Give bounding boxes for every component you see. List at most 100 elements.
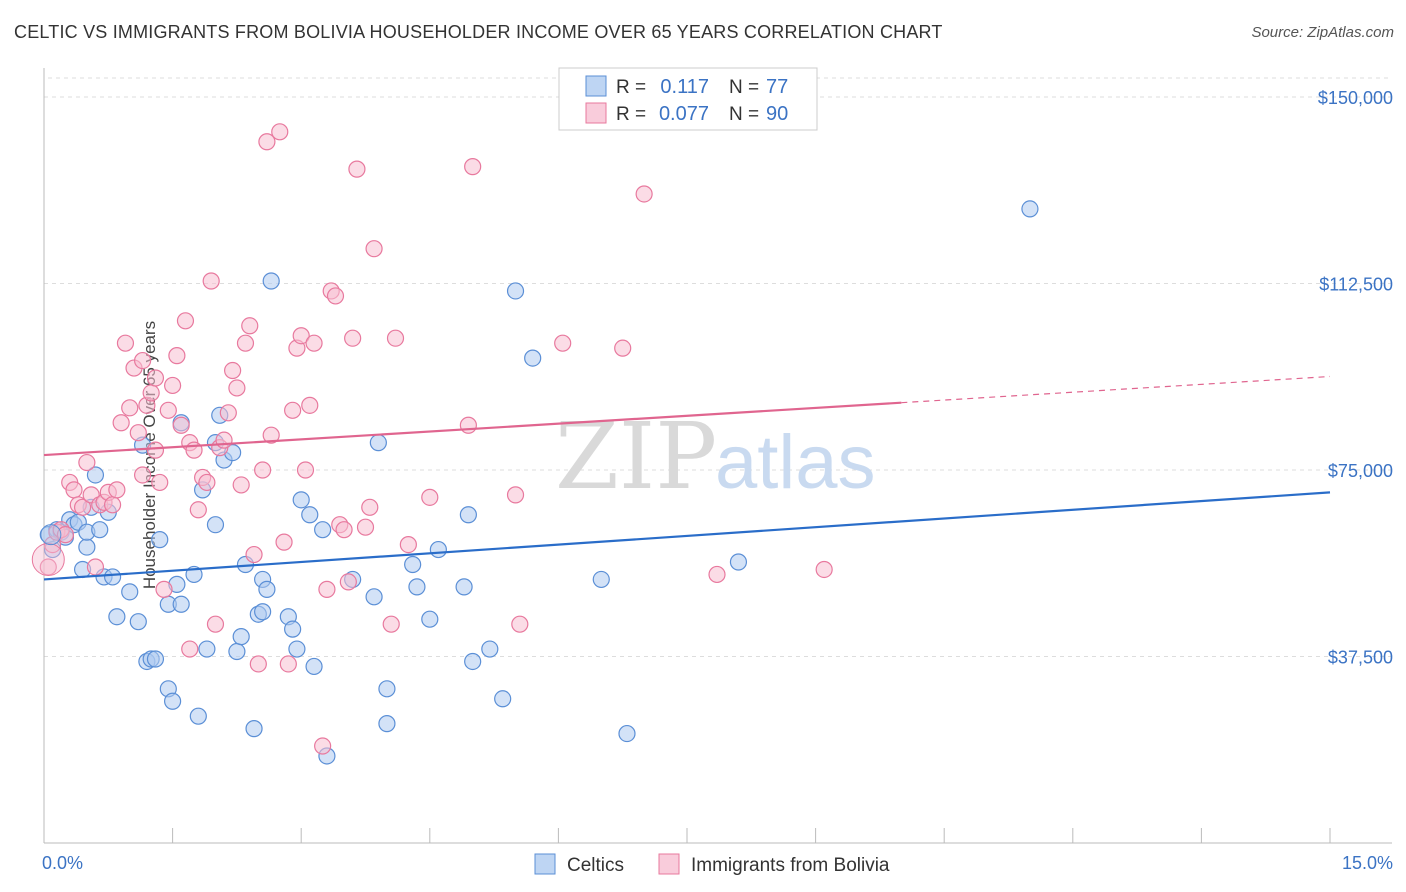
point-bolivia-77 <box>382 615 400 633</box>
point-bolivia-48 <box>232 476 250 494</box>
point-celtics-9 <box>78 538 96 556</box>
point-bolivia-35 <box>181 640 199 658</box>
point-celtics-47 <box>258 580 276 598</box>
legend-top-n-label-0: N = <box>729 77 759 98</box>
trend-lines <box>43 375 1331 581</box>
point-bolivia-17 <box>112 414 130 432</box>
point-bolivia-87 <box>635 185 653 203</box>
point-bolivia-6 <box>65 481 83 499</box>
point-bolivia-30 <box>159 401 177 419</box>
point-celtics-40 <box>228 642 246 661</box>
point-bolivia-27 <box>146 441 165 459</box>
x-tick-label-end: 15.0% <box>1342 853 1393 873</box>
chart-source: Source: ZipAtlas.com <box>1251 24 1394 41</box>
point-celtics-60 <box>378 680 396 698</box>
point-bolivia-16 <box>108 481 126 499</box>
point-bolivia-29 <box>155 580 173 598</box>
point-bolivia-88 <box>708 565 726 584</box>
point-bolivia-61 <box>292 327 310 345</box>
legend-top: R = 0.117 N = 77 R = 0.077 N = 90 <box>558 67 818 131</box>
point-celtics-18 <box>121 583 139 601</box>
point-bolivia-63 <box>301 396 319 414</box>
legend-top-r-value-0: 0.117 <box>660 76 709 98</box>
point-celtics-64 <box>421 610 439 628</box>
point-bolivia-70 <box>335 521 353 539</box>
point-bolivia-0 <box>39 558 57 576</box>
point-celtics-69 <box>481 640 499 658</box>
legend-bottom-swatch-1 <box>658 853 680 875</box>
point-cluster-bolivia <box>31 543 65 577</box>
point-bolivia-56 <box>271 123 289 141</box>
y-tick-label-1: $75,000 <box>1328 461 1393 481</box>
point-celtics-70 <box>494 690 512 708</box>
point-bolivia-21 <box>129 424 147 442</box>
point-bolivia-71 <box>339 573 357 591</box>
point-celtics-55 <box>314 521 332 539</box>
watermark-zip: ZIP <box>555 403 717 510</box>
point-bolivia-72 <box>344 329 362 347</box>
point-bolivia-22 <box>133 351 152 370</box>
point-bolivia-4 <box>56 526 75 544</box>
point-bolivia-45 <box>219 404 237 422</box>
legend-top-swatch-1 <box>585 102 607 124</box>
point-bolivia-50 <box>241 317 259 335</box>
x-tick-labels: 0.0% 15.0% <box>42 853 1393 873</box>
point-bolivia-8 <box>73 498 92 516</box>
point-bolivia-54 <box>258 133 276 151</box>
legend-bottom-label-1: Immigrants from Bolivia <box>691 855 890 876</box>
point-bolivia-31 <box>164 376 182 395</box>
point-celtics-63 <box>408 578 426 596</box>
point-celtics-72 <box>524 349 542 367</box>
point-bolivia-81 <box>459 416 477 434</box>
point-bolivia-57 <box>275 533 293 551</box>
point-bolivia-58 <box>279 655 297 673</box>
point-celtics-51 <box>288 640 306 658</box>
point-celtics-67 <box>459 506 477 524</box>
point-celtics-50 <box>284 620 302 638</box>
legend-top-n-value-1: 90 <box>766 103 788 125</box>
point-celtics-71 <box>506 282 525 300</box>
y-tick-label-3: $150,000 <box>1318 88 1393 108</box>
watermark-atlas: atlas <box>715 420 876 505</box>
y-tick-labels: $37,500 $75,000 $112,500 $150,000 <box>1318 88 1393 668</box>
point-bolivia-85 <box>554 334 572 352</box>
point-celtics-53 <box>301 506 319 524</box>
legend-top-r-value-1: 0.077 <box>659 103 709 125</box>
point-celtics-68 <box>464 652 482 671</box>
point-bolivia-23 <box>133 466 152 484</box>
point-celtics-73 <box>592 570 610 589</box>
point-bolivia-65 <box>314 737 332 755</box>
point-bolivia-80 <box>421 488 439 506</box>
point-bolivia-82 <box>464 158 482 176</box>
point-bolivia-40 <box>198 473 216 492</box>
point-celtics-12 <box>86 466 105 484</box>
point-celtics-46 <box>254 603 272 621</box>
point-celtics-16 <box>103 568 122 586</box>
point-celtics-52 <box>292 491 310 509</box>
trend-line-dashed-bolivia <box>901 375 1331 404</box>
point-bolivia-55 <box>262 426 280 444</box>
point-bolivia-33 <box>172 416 190 434</box>
point-bolivia-46 <box>224 361 242 380</box>
x-tick-label-start: 0.0% <box>42 853 83 873</box>
point-bolivia-78 <box>386 329 405 347</box>
point-bolivia-9 <box>78 453 96 472</box>
point-bolivia-68 <box>326 287 345 305</box>
legend-top-n-value-0: 77 <box>766 76 788 98</box>
point-celtics-13 <box>91 521 109 539</box>
point-celtics-29 <box>172 595 190 613</box>
point-celtics-61 <box>378 715 396 733</box>
point-bolivia-44 <box>215 431 233 449</box>
point-bolivia-47 <box>228 379 246 397</box>
point-bolivia-41 <box>202 272 220 290</box>
point-bolivia-89 <box>815 560 833 579</box>
legend-bottom: Celtics Immigrants from Bolivia <box>534 853 890 876</box>
point-bolivia-15 <box>103 496 122 514</box>
point-bolivia-66 <box>318 580 336 598</box>
point-bolivia-53 <box>254 461 272 479</box>
point-bolivia-76 <box>365 240 383 258</box>
point-bolivia-52 <box>249 655 267 673</box>
point-bolivia-11 <box>86 558 105 576</box>
point-celtics-62 <box>404 555 422 574</box>
